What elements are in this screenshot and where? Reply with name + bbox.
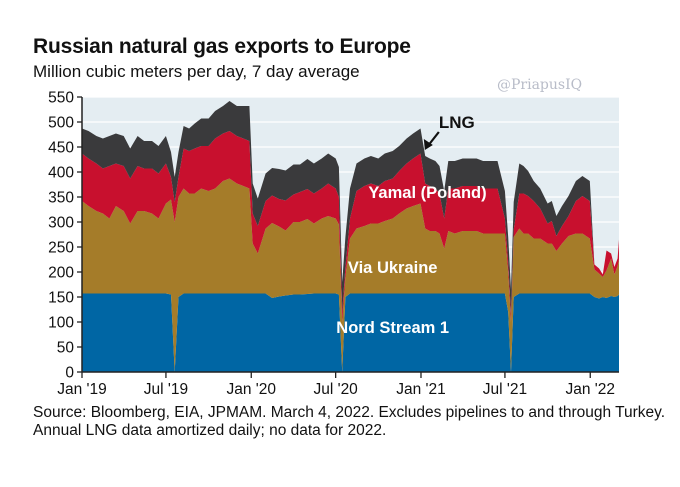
chart-title: Russian natural gas exports to Europe xyxy=(33,35,411,58)
series-label: Nord Stream 1 xyxy=(336,319,449,337)
y-tick-label: 200 xyxy=(48,265,74,282)
area-nord-stream-1 xyxy=(82,293,619,372)
series-label: Via Ukraine xyxy=(348,259,438,277)
x-tick-label: Jan '22 xyxy=(565,381,615,398)
y-tick-label: 50 xyxy=(57,340,75,357)
series-label: Yamal (Poland) xyxy=(368,184,486,202)
y-tick-label: 150 xyxy=(48,290,74,307)
source-note: Source: Bloomberg, EIA, JPMAM. March 4, … xyxy=(33,404,666,439)
y-tick-label: 550 xyxy=(48,90,74,107)
chart-subtitle: Million cubic meters per day, 7 day aver… xyxy=(33,62,360,81)
area-via-ukraine xyxy=(82,178,619,372)
x-tick-label: Jul '19 xyxy=(144,381,188,398)
x-tick-label: Jul '20 xyxy=(313,381,358,398)
watermark: @PriapusIQ xyxy=(497,77,583,93)
y-tick-label: 250 xyxy=(48,240,74,257)
y-tick-label: 450 xyxy=(48,140,74,157)
x-tick-label: Jul '21 xyxy=(483,381,527,398)
annotation-arrowhead xyxy=(423,139,433,150)
y-tick-label: 0 xyxy=(65,365,74,382)
area-yamal-poland xyxy=(82,131,619,322)
series-labels: Nord Stream 1 Via Ukraine Yamal (Poland) xyxy=(336,184,486,337)
x-tick-label: Jan '19 xyxy=(57,381,107,398)
x-tick-label: Jan '21 xyxy=(396,381,446,398)
y-tick-labels: 0 50 100 150 200 250 300 350 400 450 500 550 xyxy=(48,90,74,382)
y-tick-label: 300 xyxy=(48,215,74,232)
chart-area: 0 50 100 150 200 250 300 350 400 450 500 550 Jan '1… xyxy=(48,90,619,398)
axes xyxy=(77,96,619,378)
y-tick-label: 500 xyxy=(48,115,74,132)
y-tick-label: 400 xyxy=(48,165,74,182)
area-lng xyxy=(82,101,619,315)
stacked-areas xyxy=(82,101,619,372)
annotation-label: LNG xyxy=(439,113,475,132)
annotations: LNG xyxy=(423,113,475,150)
y-tick-label: 100 xyxy=(48,315,74,332)
x-tick-labels: Jan '19 Jul '19 Jan '20 Jul '20 Jan '21 Jul '… xyxy=(57,381,615,398)
x-tick-label: Jan '20 xyxy=(227,381,277,398)
y-tick-label: 350 xyxy=(48,190,74,207)
